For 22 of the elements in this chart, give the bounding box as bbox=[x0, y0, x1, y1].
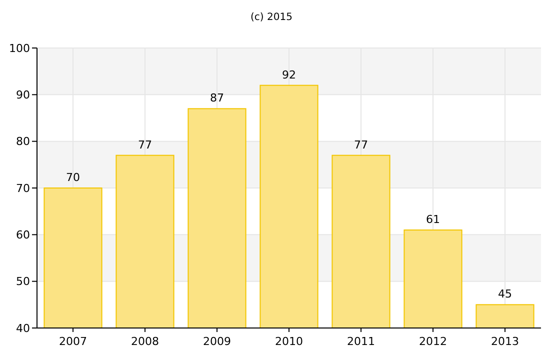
data-label: 45 bbox=[498, 288, 512, 301]
data-label: 70 bbox=[66, 171, 80, 184]
x-tick-label: 2010 bbox=[275, 335, 303, 348]
y-tick-label: 80 bbox=[16, 135, 30, 148]
x-tick-label: 2012 bbox=[419, 335, 447, 348]
x-tick-label: 2007 bbox=[59, 335, 87, 348]
x-tick-label: 2013 bbox=[491, 335, 519, 348]
y-tick-label: 50 bbox=[16, 275, 30, 288]
y-tick-label: 90 bbox=[16, 88, 30, 102]
y-tick-label: 100 bbox=[9, 42, 30, 55]
data-label: 77 bbox=[354, 138, 368, 152]
y-tick-label: 40 bbox=[16, 322, 30, 335]
y-tick-label: 60 bbox=[16, 228, 30, 242]
chart-title: (c) 2015 bbox=[250, 12, 292, 23]
x-tick-label: 2009 bbox=[203, 335, 231, 348]
x-tick-label: 2008 bbox=[131, 335, 159, 348]
data-label: 61 bbox=[426, 213, 440, 226]
data-label: 87 bbox=[210, 92, 224, 105]
x-tick-label: 2011 bbox=[347, 335, 375, 348]
data-label: 77 bbox=[138, 138, 152, 152]
data-label: 92 bbox=[282, 68, 296, 82]
y-tick-label: 70 bbox=[16, 182, 30, 195]
